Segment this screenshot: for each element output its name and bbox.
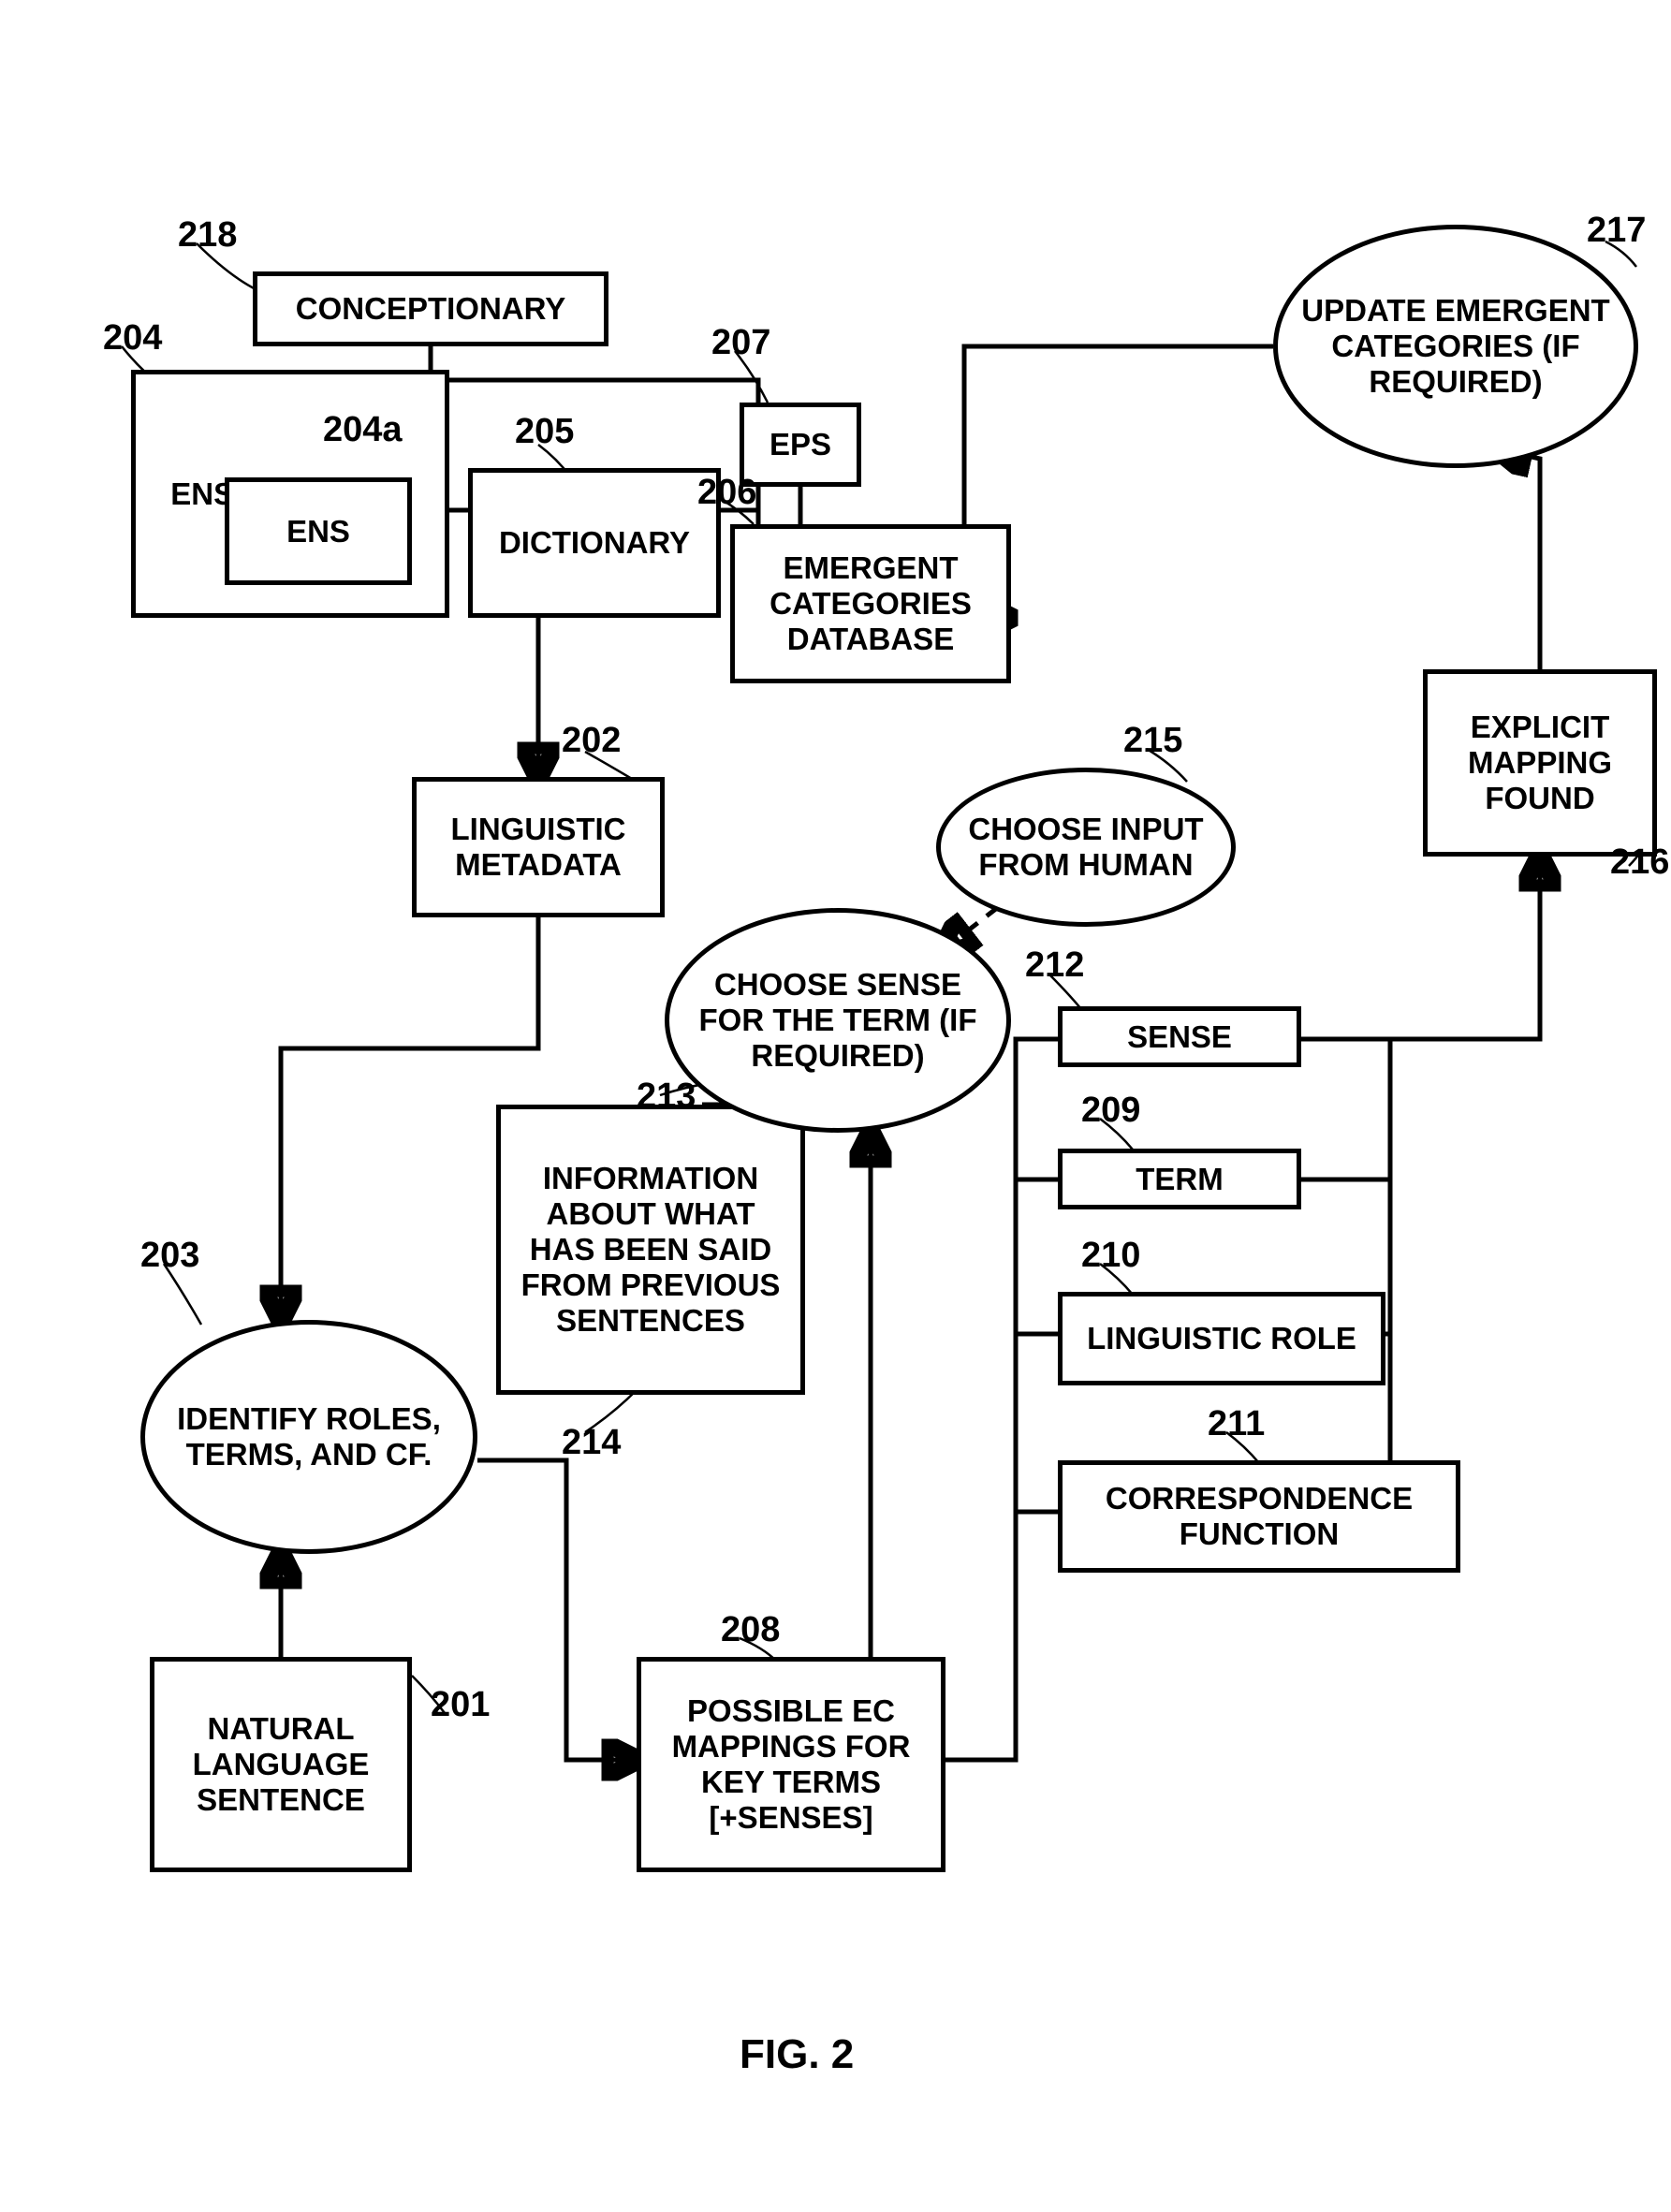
ref-label-204a: 204a xyxy=(323,410,403,450)
node-214: INFORMATION ABOUT WHAT HAS BEEN SAID FRO… xyxy=(496,1105,805,1395)
node-207: EPS xyxy=(740,403,861,487)
ref-label-214: 214 xyxy=(562,1423,621,1463)
node-204a: ENS xyxy=(225,477,412,585)
ref-label-213: 213 xyxy=(637,1077,696,1117)
node-205: DICTIONARY xyxy=(468,468,721,618)
ref-label-215: 215 xyxy=(1123,721,1182,761)
node-201: NATURAL LANGUAGE SENTENCE xyxy=(150,1657,412,1872)
figure-caption: FIG. 2 xyxy=(740,2031,854,2078)
node-213: CHOOSE SENSE FOR THE TERM (IF REQUIRED) xyxy=(665,908,1011,1133)
node-211: CORRESPONDENCE FUNCTION xyxy=(1058,1460,1460,1573)
ref-label-210: 210 xyxy=(1081,1236,1140,1276)
ref-label-218: 218 xyxy=(178,215,237,256)
ref-label-203: 203 xyxy=(140,1236,199,1276)
node-218: CONCEPTIONARY xyxy=(253,271,608,346)
node-216: EXPLICIT MAPPING FOUND xyxy=(1423,669,1657,857)
diagram-canvas: CONCEPTIONARY218ENS DATABASE204204aENSDI… xyxy=(0,0,1671,2212)
ref-label-206: 206 xyxy=(697,473,756,513)
ref-label-202: 202 xyxy=(562,721,621,761)
node-210: LINGUISTIC ROLE xyxy=(1058,1292,1385,1385)
ref-label-211: 211 xyxy=(1208,1404,1265,1444)
node-206: EMERGENT CATEGORIES DATABASE xyxy=(730,524,1011,683)
ref-label-208: 208 xyxy=(721,1610,780,1650)
ref-label-217: 217 xyxy=(1587,211,1646,251)
ref-label-216: 216 xyxy=(1610,842,1669,883)
ref-label-201: 201 xyxy=(431,1685,490,1725)
node-203: IDENTIFY ROLES, TERMS, AND CF. xyxy=(140,1320,477,1554)
node-208: POSSIBLE EC MAPPINGS FOR KEY TERMS [+SEN… xyxy=(637,1657,945,1872)
ref-label-204: 204 xyxy=(103,318,162,359)
ref-label-207: 207 xyxy=(711,323,770,363)
node-212: SENSE xyxy=(1058,1006,1301,1067)
node-215: CHOOSE INPUT FROM HUMAN xyxy=(936,768,1236,927)
ref-label-205: 205 xyxy=(515,412,574,452)
ref-label-209: 209 xyxy=(1081,1091,1140,1131)
node-202: LINGUISTIC METADATA xyxy=(412,777,665,917)
node-209: TERM xyxy=(1058,1149,1301,1209)
ref-label-212: 212 xyxy=(1025,945,1084,986)
node-217: UPDATE EMERGENT CATEGORIES (IF REQUIRED) xyxy=(1273,225,1638,468)
